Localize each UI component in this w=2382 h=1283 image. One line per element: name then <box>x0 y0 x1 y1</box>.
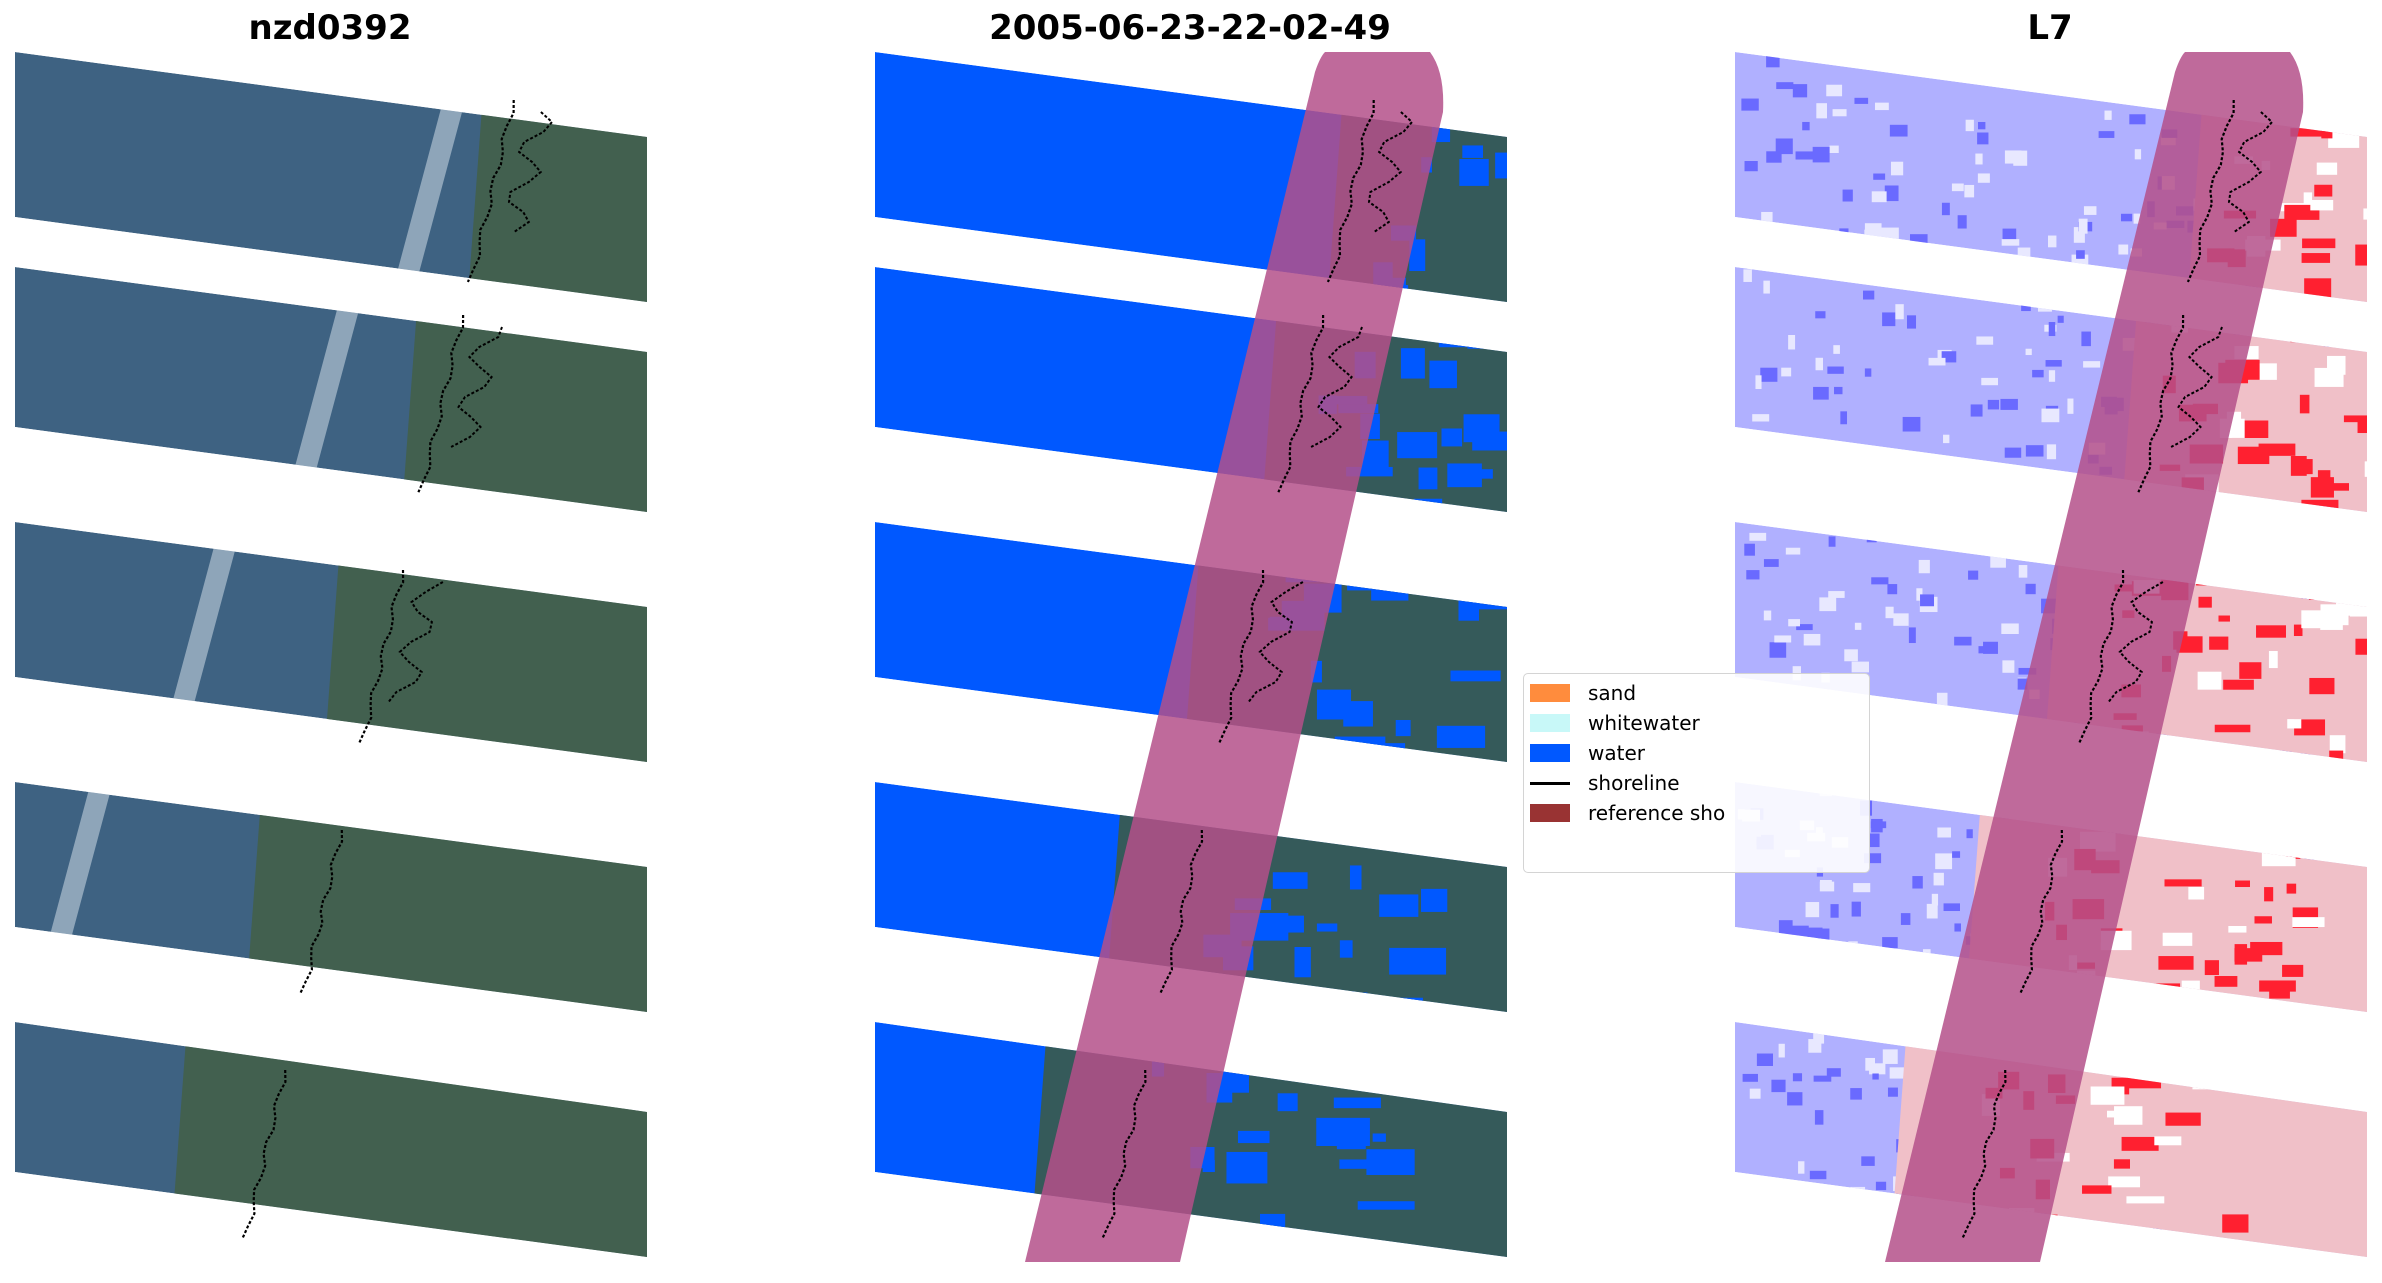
legend-label-sand: sand <box>1588 681 1637 705</box>
rgb-image-panel <box>15 52 647 1257</box>
image-strip <box>15 52 647 302</box>
legend-item-whitewater: whitewater <box>1530 708 1700 738</box>
legend: sand whitewater water shoreline referenc… <box>1523 673 1870 873</box>
legend-swatch-sand <box>1530 684 1570 702</box>
shoreline <box>241 1069 287 1239</box>
panel-title-classification: 2005-06-23-22-02-49 <box>989 8 1391 48</box>
legend-swatch-water <box>1530 744 1570 762</box>
legend-swatch-reference <box>1530 804 1570 822</box>
legend-item-shoreline: shoreline <box>1530 768 1680 798</box>
shoreline <box>2078 569 2125 743</box>
index-image-panel <box>1735 52 2367 1262</box>
shoreline <box>1218 569 1265 743</box>
inland-shoreline <box>1247 581 1304 703</box>
shoreline <box>1159 829 1204 994</box>
legend-label-shoreline: shoreline <box>1588 771 1680 795</box>
reference-buffer <box>1885 52 2304 1262</box>
inland-shoreline <box>1367 111 1414 233</box>
legend-item-sand: sand <box>1530 678 1636 708</box>
reference-buffer <box>1025 52 1444 1262</box>
shoreline <box>1326 99 1375 283</box>
shoreline <box>2137 314 2185 493</box>
inland-shoreline <box>507 111 554 233</box>
legend-label-reference: reference sho <box>1588 801 1726 825</box>
shoreline <box>417 314 465 493</box>
image-strip <box>15 267 647 512</box>
shoreline <box>2186 99 2235 283</box>
shoreline <box>1961 1069 2007 1239</box>
inland-shoreline <box>450 326 503 448</box>
inland-shoreline <box>1310 326 1363 448</box>
inland-shoreline <box>2170 326 2223 448</box>
legend-label-water: water <box>1588 741 1645 765</box>
legend-label-whitewater: whitewater <box>1588 711 1700 735</box>
image-strip <box>15 1022 647 1257</box>
legend-item-water: water <box>1530 738 1645 768</box>
inland-shoreline <box>2227 111 2274 233</box>
inland-shoreline <box>387 581 444 703</box>
legend-swatch-whitewater <box>1530 714 1570 732</box>
classification-panel <box>875 52 1507 1262</box>
shoreline <box>299 829 344 994</box>
shoreline <box>358 569 405 743</box>
inland-shoreline <box>2107 581 2164 703</box>
legend-item-reference-shoreline: reference sho <box>1530 798 1725 828</box>
shoreline <box>2019 829 2064 994</box>
legend-line-shoreline <box>1530 781 1570 785</box>
shoreline <box>466 99 515 283</box>
panel-title-rgb: nzd0392 <box>248 8 412 48</box>
shoreline <box>1277 314 1325 493</box>
panel-title-index: L7 <box>2027 8 2073 48</box>
shoreline <box>1101 1069 1147 1239</box>
